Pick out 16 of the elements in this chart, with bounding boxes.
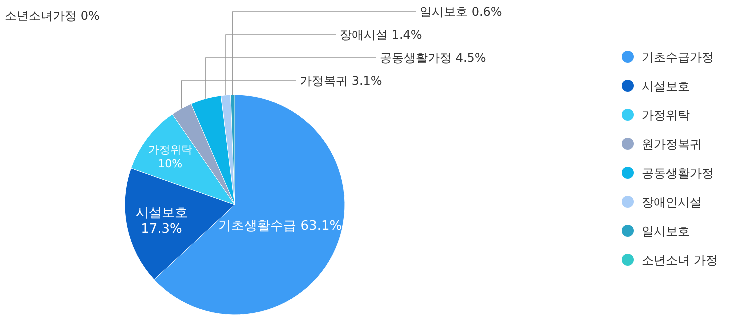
legend-label: 일시보호 bbox=[642, 224, 690, 238]
legend-label: 장애인시설 bbox=[642, 196, 702, 210]
data-label: 가정복귀 3.1% bbox=[300, 74, 382, 88]
data-label: 장애시설 1.4% bbox=[340, 28, 422, 42]
legend-label: 시설보호 bbox=[642, 80, 690, 94]
legend-label: 원가정복귀 bbox=[642, 138, 702, 152]
legend-label: 소년소녀 가정 bbox=[642, 254, 718, 268]
legend-label: 가정위탁 bbox=[642, 108, 690, 122]
data-label: 시설보호 17.3% bbox=[136, 206, 188, 238]
data-label: 기초생활수급 63.1% bbox=[218, 218, 342, 234]
data-label: 일시보호 0.6% bbox=[420, 5, 502, 19]
text: 소년소녀가정 0% bbox=[5, 9, 100, 23]
legend-label: 공동생활가정 bbox=[642, 166, 714, 180]
data-label: 공동생활가정 4.5% bbox=[380, 51, 486, 65]
legend-label: 기초수급가정 bbox=[642, 50, 714, 64]
data-label: 가정위탁 10% bbox=[148, 144, 192, 171]
